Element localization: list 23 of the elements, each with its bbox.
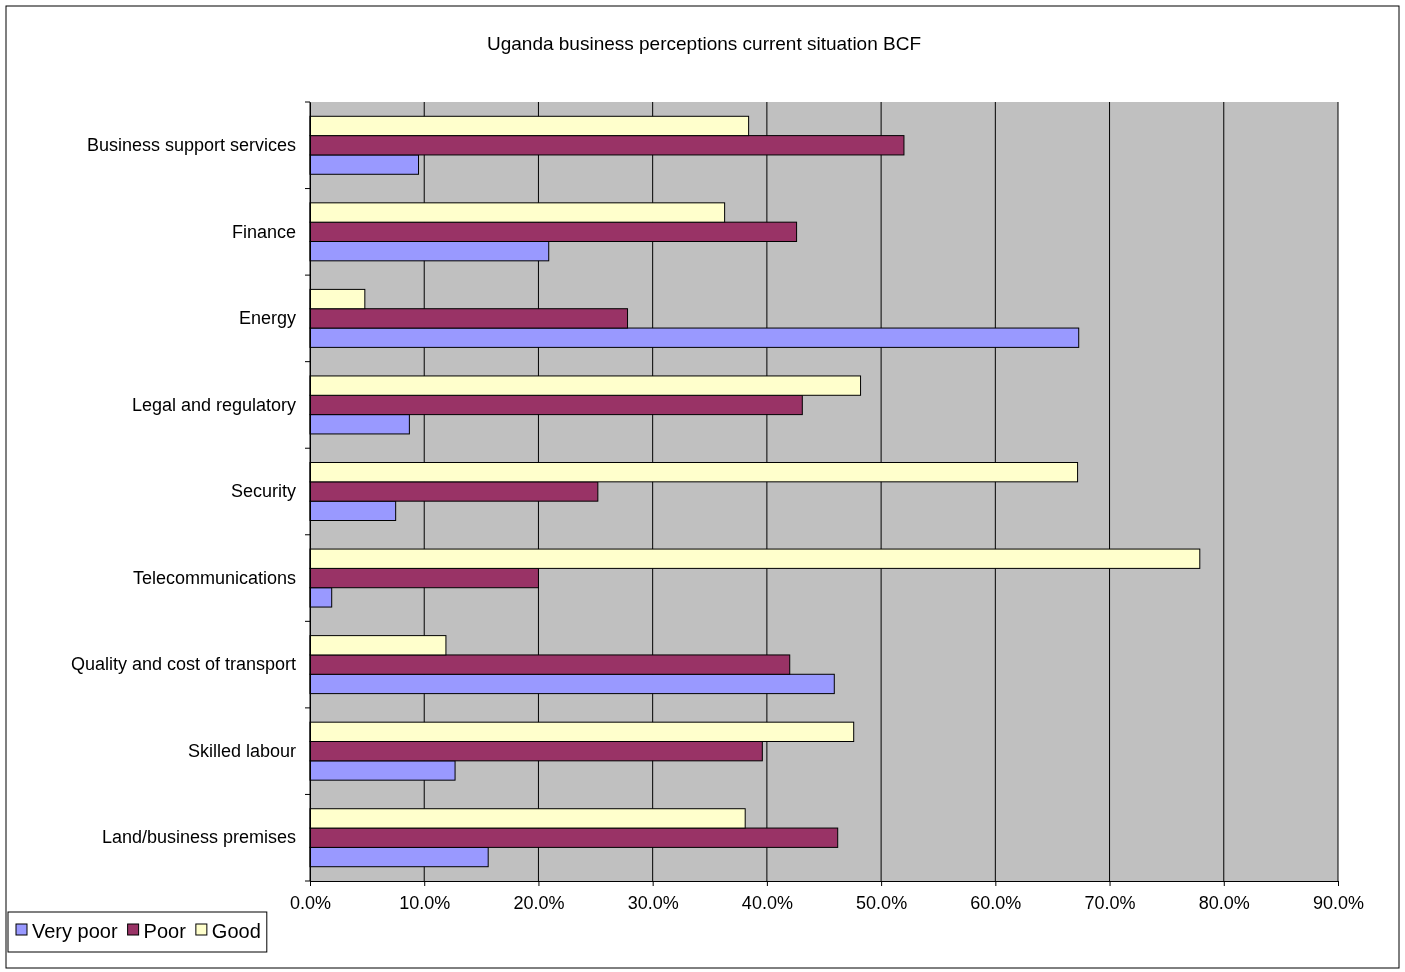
x-tick-label: 0.0% — [289, 892, 332, 913]
x-tick-label: 60.0% — [970, 892, 1022, 913]
x-tick-label: 10.0% — [399, 892, 451, 913]
y-tick-label: Business support services — [86, 135, 296, 156]
legend-label: Very poor — [32, 920, 118, 942]
y-tick-label: Energy — [238, 308, 296, 329]
legend-label: Good — [211, 920, 261, 942]
legend-label: Poor — [143, 920, 187, 942]
x-tick-label: 80.0% — [1198, 892, 1250, 913]
x-tick-label: 30.0% — [627, 892, 679, 913]
x-tick-label: 40.0% — [741, 892, 793, 913]
x-tick-label: 70.0% — [1084, 892, 1136, 913]
x-tick-label: 20.0% — [513, 892, 565, 913]
y-tick-label: Land/business premises — [101, 827, 296, 848]
y-tick-label: Skilled labour — [187, 740, 296, 761]
y-tick-label: Finance — [231, 221, 296, 242]
y-tick-label: Security — [230, 481, 296, 502]
y-tick-label: Telecommunications — [132, 567, 296, 588]
x-tick-label: 90.0% — [1312, 892, 1365, 913]
y-tick-label: Quality and cost of transport — [70, 654, 296, 675]
chart-title: Uganda business perceptions current situation BCF — [486, 33, 922, 54]
x-tick-label: 50.0% — [856, 892, 908, 913]
y-tick-label: Legal and regulatory — [131, 394, 296, 415]
